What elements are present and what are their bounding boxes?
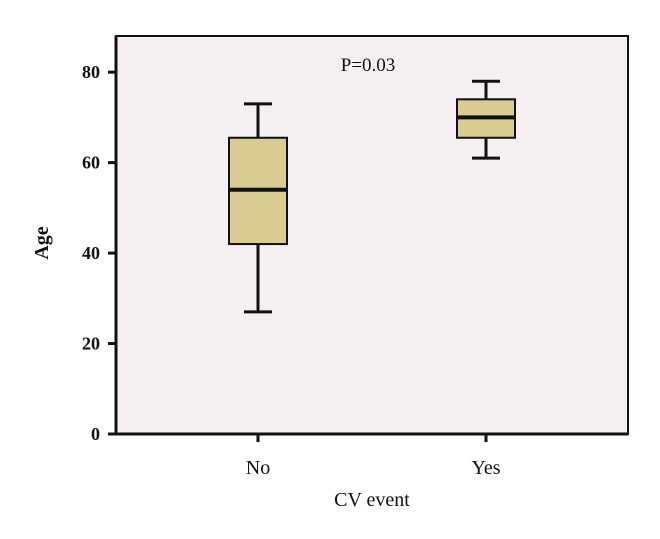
- x-axis: No Yes: [116, 432, 628, 479]
- box-no: [228, 102, 288, 314]
- x-tick-label: No: [246, 457, 270, 479]
- box-yes: [456, 79, 516, 160]
- y-tick-label: 80: [82, 62, 100, 82]
- p-value-annotation: P=0.03: [341, 55, 396, 76]
- y-tick-label: 0: [91, 424, 100, 444]
- y-tick-label: 60: [82, 153, 100, 173]
- y-tick-label: 40: [82, 243, 100, 263]
- y-axis-title: Age: [31, 226, 53, 259]
- x-tick-label: Yes: [471, 457, 500, 479]
- y-tick-label: 20: [82, 334, 100, 354]
- x-axis-title: CV event: [334, 489, 410, 511]
- y-axis: 0 20 40 60 80: [82, 36, 118, 444]
- plot-area: [115, 35, 629, 435]
- box-series: [228, 79, 516, 314]
